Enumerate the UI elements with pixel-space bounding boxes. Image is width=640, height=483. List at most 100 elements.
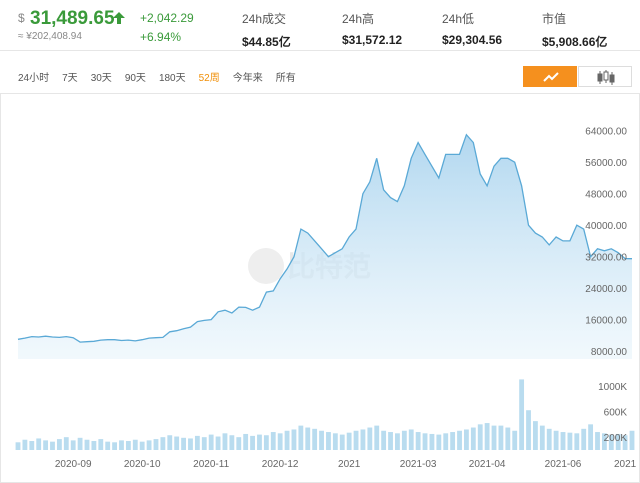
volume-bar — [601, 433, 607, 450]
candle-chart-button[interactable] — [578, 66, 632, 87]
volume-bar — [270, 432, 276, 450]
volume-bar — [374, 425, 380, 450]
volume-bar — [491, 425, 497, 450]
volume-bar — [533, 421, 538, 450]
volume-bar — [222, 433, 228, 450]
volume-bar — [443, 433, 449, 450]
volume-bar — [622, 435, 628, 450]
stat-value: $29,304.56 — [442, 33, 503, 47]
x-tick-label: 2021 — [338, 459, 361, 470]
volume-bar — [588, 424, 594, 450]
y-tick-label: 56000.00 — [585, 158, 627, 169]
y-tick-label: 8000.00 — [591, 347, 628, 358]
stat-value: $44.85亿 — [242, 35, 291, 49]
volume-bar — [236, 437, 242, 450]
x-tick-label: 2020-10 — [124, 459, 161, 470]
stat-value: $31,572.12 — [342, 33, 403, 47]
volume-bar — [284, 430, 290, 450]
range-tab[interactable]: 52周 — [198, 73, 220, 84]
volume-bar — [132, 439, 138, 450]
volume-bar — [560, 432, 566, 450]
volume-bar — [477, 424, 483, 450]
volume-bar — [167, 435, 173, 450]
y-tick-label: 24000.00 — [585, 284, 627, 295]
volume-bar — [353, 430, 359, 450]
volume-bar — [505, 427, 511, 450]
volume-bar — [360, 429, 366, 450]
stat-label: 24h高 — [342, 12, 375, 26]
volume-bar — [339, 434, 345, 450]
watermark-logo — [248, 248, 284, 284]
x-tick-label: 2021-04 — [469, 459, 506, 470]
x-tick-label: 2020-11 — [193, 459, 229, 470]
volume-bar — [257, 434, 262, 450]
volume-bar — [22, 439, 28, 450]
volume-bar — [498, 425, 504, 450]
stat-label: 24h成交 — [242, 12, 287, 26]
volume-bar — [243, 433, 249, 450]
volume-bar — [36, 438, 42, 450]
volume-bar — [519, 379, 525, 450]
range-tab[interactable]: 180天 — [158, 73, 186, 84]
volume-bar — [553, 430, 559, 450]
volume-bar — [298, 425, 304, 450]
y-tick-label: 64000.00 — [585, 127, 627, 138]
volume-bar — [470, 427, 476, 450]
line-chart-button[interactable] — [523, 66, 577, 87]
volume-bar — [181, 437, 186, 450]
volume-bar — [70, 440, 76, 450]
volume-bar — [160, 437, 166, 450]
range-tab[interactable]: 24小时 — [18, 73, 50, 84]
range-tab[interactable]: 90天 — [124, 73, 146, 84]
range-tab[interactable]: 7天 — [62, 73, 78, 84]
volume-bar — [450, 432, 456, 450]
change: +2,042.29 — [140, 11, 194, 25]
volume-bar — [422, 433, 428, 450]
volume-bar — [615, 433, 621, 450]
volume-bar — [395, 433, 400, 450]
volume-bar — [250, 435, 255, 450]
volume-bar — [174, 436, 180, 450]
range-tab[interactable]: 所有 — [275, 73, 296, 84]
stat: 市值 $5,908.66亿 — [542, 10, 607, 50]
volume-bar — [608, 434, 614, 450]
volume-bar — [63, 437, 69, 450]
x-tick-label: 2021-03 — [400, 459, 437, 470]
cny-price: ≈ ¥202,408.94 — [18, 31, 82, 42]
chart: 比特范 8000.0016000.0024000.0032000.0040000… — [0, 93, 640, 483]
volume-bar — [112, 442, 117, 450]
price: 31,489.65 — [30, 8, 115, 29]
x-tick-label: 2021 — [614, 459, 637, 470]
volume-bar — [457, 430, 462, 450]
volume-bar — [546, 428, 552, 450]
x-tick-label: 2020-09 — [55, 459, 92, 470]
range-tab[interactable]: 今年来 — [232, 73, 263, 84]
range-tab[interactable]: 30天 — [90, 73, 112, 84]
volume-bar — [98, 439, 104, 450]
volume-bar — [153, 439, 159, 450]
volume-bar — [526, 410, 531, 450]
volume-bar — [43, 440, 49, 450]
volume-bar — [188, 438, 193, 450]
volume-bar — [146, 440, 152, 450]
y-tick-label: 1000K — [598, 382, 627, 393]
volume-bar — [429, 433, 435, 450]
stat: 24h成交 $44.85亿 — [242, 10, 291, 50]
volume-bar — [381, 430, 387, 450]
volume-bar — [91, 441, 97, 450]
volume-bar — [346, 432, 352, 450]
line-icon — [543, 72, 559, 82]
volume-bar — [105, 441, 111, 450]
volume-bar — [194, 435, 200, 450]
volume-bar — [125, 441, 131, 450]
volume-bar — [305, 427, 311, 450]
volume-bar — [595, 432, 600, 450]
y-tick-label: 16000.00 — [585, 316, 627, 327]
volume-bar — [319, 430, 324, 450]
volume-bar — [84, 439, 90, 450]
range-tabs: 24小时 7天 30天 90天 180天 52周 今年来 所有 — [18, 69, 309, 84]
volume-bar — [484, 423, 490, 450]
volume-bar — [119, 440, 124, 450]
volume-bar — [326, 432, 331, 450]
